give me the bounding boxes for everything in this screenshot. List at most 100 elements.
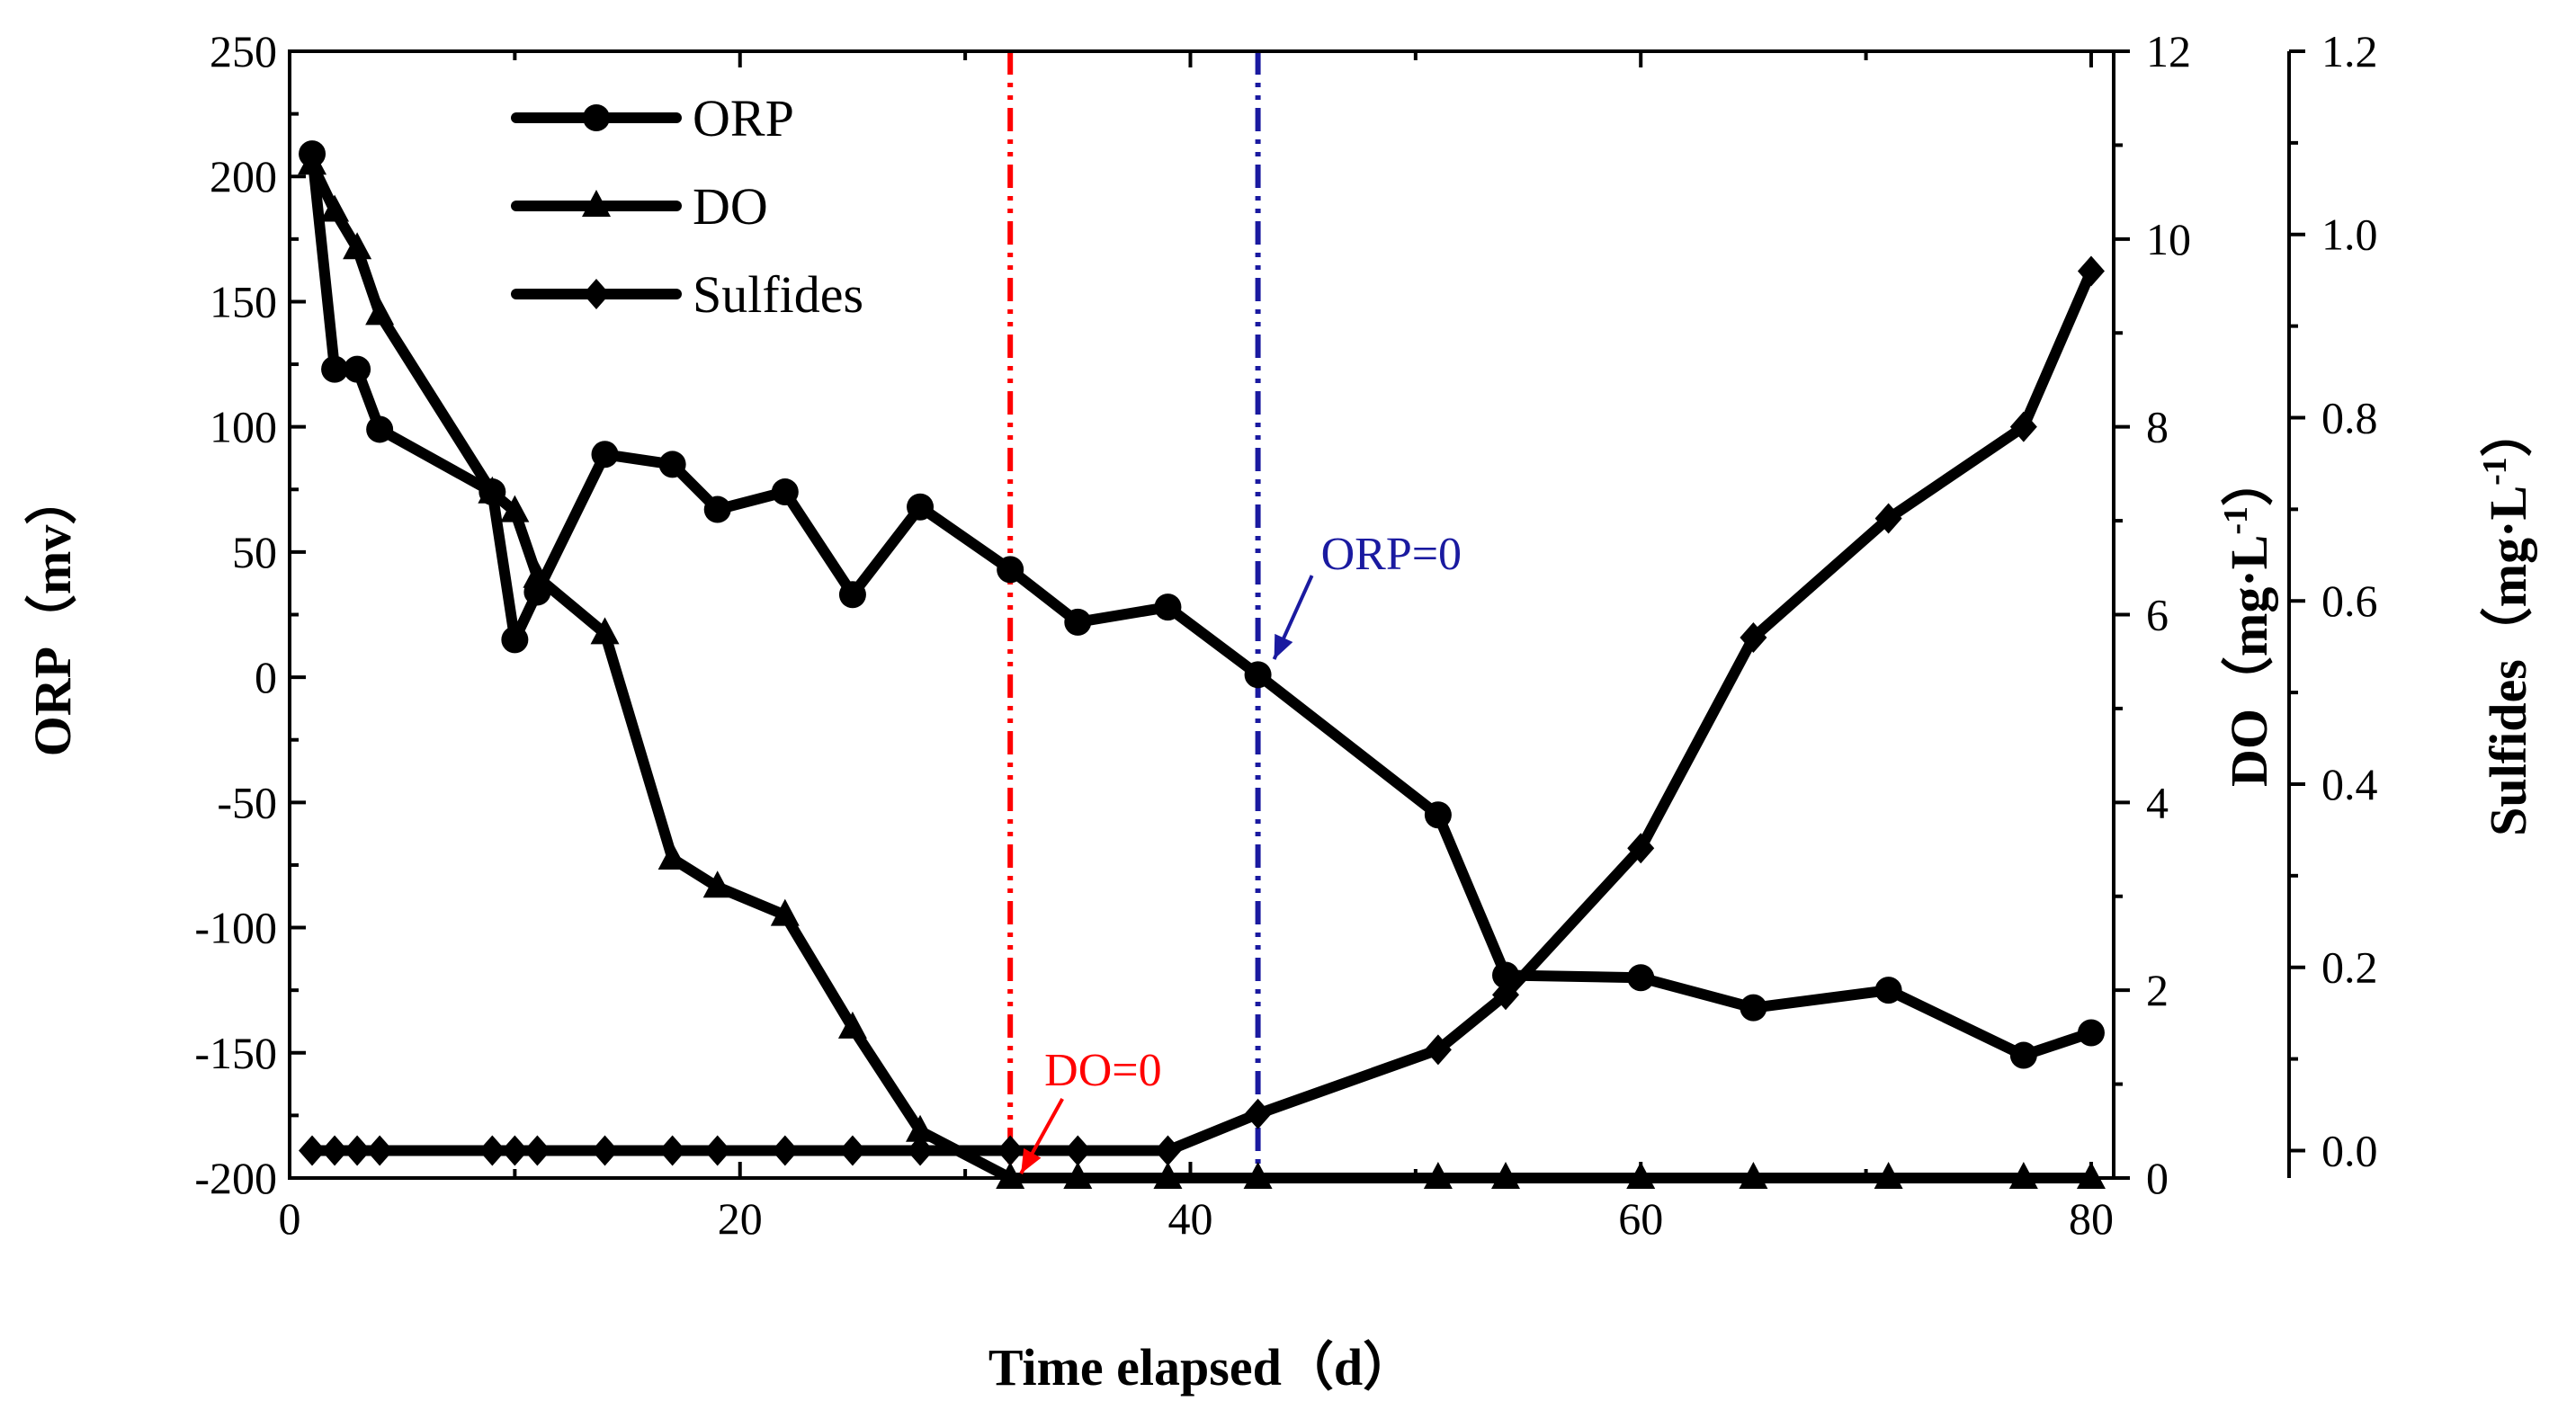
legend-marker-diamond — [583, 279, 610, 309]
orp-point — [1064, 608, 1092, 636]
sulfides-point — [1064, 1135, 1092, 1166]
sulfides-point — [1627, 833, 1655, 864]
sulfides-point — [2009, 411, 2037, 442]
do-point — [2008, 1162, 2038, 1189]
sulfides-tick-label: 0.2 — [2321, 942, 2378, 993]
sulfides-tick-label: 0.4 — [2321, 759, 2378, 809]
legend-item-sulfides: Sulfides — [511, 265, 863, 324]
orp-point — [1874, 977, 1902, 1004]
do-point — [996, 1162, 1025, 1189]
arrow-head — [1274, 633, 1293, 660]
sulfides-tick-label: 1.2 — [2321, 26, 2378, 76]
do-point — [906, 1114, 935, 1142]
orp-point — [321, 355, 349, 383]
plot-frame — [288, 49, 2115, 1180]
do-point — [1739, 1162, 1768, 1189]
sulfides-axis-title-superscript: -1 — [2476, 457, 2514, 486]
sulfides-point — [1874, 503, 1902, 534]
orp-tick-label: 50 — [232, 527, 277, 577]
sulfides-axis-title: Sulfides（mg·L-1） — [2476, 405, 2537, 836]
sulfides-tick-label: 0.6 — [2321, 576, 2378, 626]
orp-tick-label: -200 — [194, 1153, 277, 1203]
orp-tick-label: 200 — [210, 151, 277, 201]
sulfides-axis-title-main: Sulfides（mg·L — [2479, 486, 2537, 836]
do-point — [1423, 1162, 1453, 1189]
do-point — [478, 476, 507, 504]
arrow-orp-zero — [1272, 575, 1314, 660]
do-tick-label: 4 — [2146, 777, 2169, 827]
orp-axis-title: ORP（mv） — [23, 473, 82, 757]
orp-tick-label: 100 — [210, 402, 277, 452]
do-tick-label: 12 — [2146, 26, 2191, 76]
sulfides-point — [907, 1135, 935, 1166]
orp-tick-label: 250 — [210, 26, 277, 76]
orp-point — [366, 415, 394, 443]
sulfides-point — [344, 1135, 371, 1166]
sulfides-point — [1424, 1034, 1452, 1066]
sulfides-point — [2077, 255, 2105, 287]
legend-label: ORP — [693, 89, 794, 147]
sulfides-point — [523, 1135, 551, 1166]
orp-point — [838, 581, 866, 609]
sulfides-point — [501, 1135, 529, 1166]
sulfides-point — [658, 1135, 686, 1166]
sulfides-point — [1740, 621, 1767, 653]
orp-point — [997, 556, 1024, 584]
do-point — [500, 495, 530, 522]
sulfides-point — [771, 1135, 799, 1166]
do-tick-label: 2 — [2146, 965, 2169, 1015]
do-tick-label: 6 — [2146, 590, 2169, 640]
do-point — [1874, 1162, 1903, 1189]
series-line-sulfides — [307, 265, 2097, 1156]
do-tick-label: 0 — [2146, 1153, 2169, 1203]
do-tick-label: 10 — [2146, 214, 2191, 264]
orp-point — [2077, 1019, 2105, 1047]
orp-tick-label: -100 — [194, 903, 277, 953]
legend-item-do: DO — [511, 177, 768, 236]
sulfides-tick-label: 0.8 — [2321, 392, 2378, 442]
do-point — [2076, 1162, 2106, 1189]
legend-marker-triangle — [582, 190, 611, 217]
orp-point — [1244, 661, 1272, 689]
arrow-do-zero — [1019, 1098, 1064, 1174]
orp-point — [1154, 594, 1182, 621]
series-line-do — [307, 158, 2097, 1183]
orp-tick-label: -150 — [194, 1028, 277, 1078]
orp-point — [771, 478, 799, 506]
do-point — [298, 147, 327, 175]
do-point — [1243, 1162, 1273, 1189]
do-axis-title-close: ） — [2220, 454, 2278, 506]
x-tick-label: 0 — [279, 1193, 301, 1244]
do-tick-label: 8 — [2146, 402, 2169, 452]
do-point — [365, 298, 395, 326]
orp-point — [1627, 964, 1655, 992]
sulfides-point — [997, 1135, 1024, 1166]
x-tick-label: 80 — [2069, 1193, 2114, 1244]
annotation-do-zero: DO=0 — [1044, 1045, 1161, 1096]
x-tick-label: 40 — [1167, 1193, 1212, 1244]
do-point — [770, 898, 800, 926]
do-point — [657, 842, 687, 870]
sulfides-point — [366, 1135, 394, 1166]
orp-point — [658, 451, 686, 478]
do-point — [1153, 1162, 1183, 1189]
do-point — [1491, 1162, 1520, 1189]
sulfides-axis-title-close: ） — [2479, 405, 2537, 457]
legend-label: DO — [693, 177, 768, 236]
sulfides-point — [838, 1135, 866, 1166]
orp-point — [2009, 1041, 2037, 1069]
orp-tick-label: 0 — [255, 652, 277, 702]
legend-label: Sulfides — [693, 265, 863, 324]
orp-point — [344, 355, 371, 383]
do-point — [1063, 1162, 1093, 1189]
x-tick-label: 60 — [1618, 1193, 1663, 1244]
x-tick-label: 20 — [718, 1193, 763, 1244]
do-axis-title-main: DO（mg·L — [2220, 535, 2278, 787]
orp-point — [591, 441, 619, 469]
sulfides-point — [299, 1135, 326, 1166]
do-axis-title-superscript: -1 — [2217, 506, 2255, 535]
sulfides-point — [321, 1135, 349, 1166]
do-point — [523, 560, 552, 588]
sulfides-point — [479, 1135, 506, 1166]
